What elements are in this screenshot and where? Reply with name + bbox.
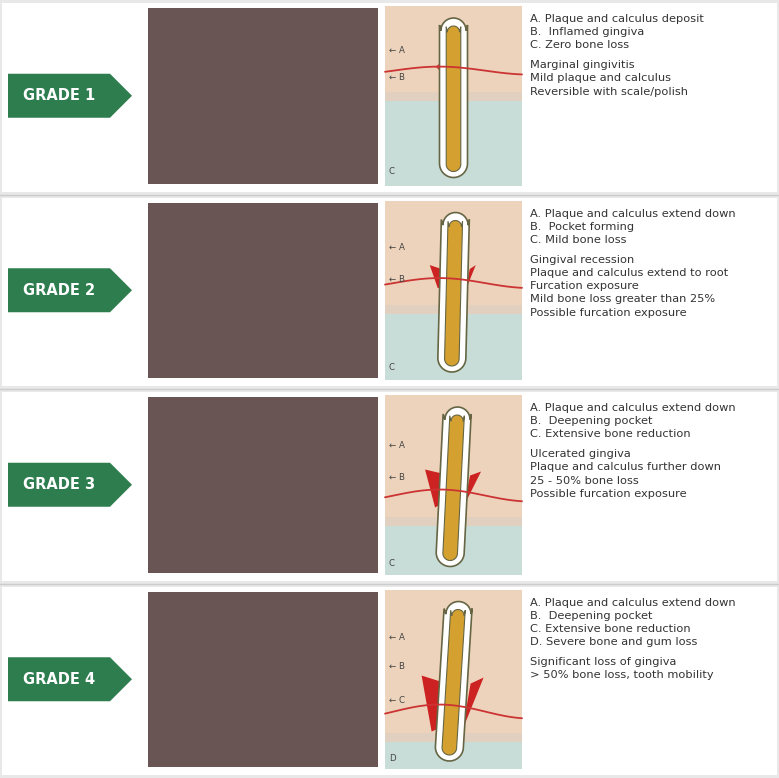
Text: C. Extensive bone reduction: C. Extensive bone reduction <box>530 624 691 634</box>
Bar <box>385 517 522 574</box>
Text: GRADE 3: GRADE 3 <box>23 477 95 492</box>
Text: A. Plaque and calculus extend down: A. Plaque and calculus extend down <box>530 209 735 219</box>
Text: Plaque and calculus further down: Plaque and calculus further down <box>530 462 721 472</box>
Bar <box>385 201 522 314</box>
Bar <box>385 590 522 769</box>
Polygon shape <box>445 220 463 366</box>
Bar <box>2 198 777 386</box>
Text: > 50% bone loss, tooth mobility: > 50% bone loss, tooth mobility <box>530 670 714 680</box>
Text: B.  Deepening pocket: B. Deepening pocket <box>530 611 653 621</box>
Text: Mild bone loss greater than 25%: Mild bone loss greater than 25% <box>530 294 715 304</box>
Text: B.  Inflamed gingiva: B. Inflamed gingiva <box>530 27 644 37</box>
Polygon shape <box>464 471 481 506</box>
Text: B.  Deepening pocket: B. Deepening pocket <box>530 416 653 426</box>
Text: Reversible with scale/polish: Reversible with scale/polish <box>530 86 688 96</box>
Text: C. Extensive bone reduction: C. Extensive bone reduction <box>530 429 691 440</box>
Polygon shape <box>443 415 464 560</box>
Polygon shape <box>446 26 461 171</box>
Text: Possible furcation exposure: Possible furcation exposure <box>530 489 686 499</box>
Polygon shape <box>425 469 442 507</box>
Text: 25 - 50% bone loss: 25 - 50% bone loss <box>530 475 639 485</box>
Text: GRADE 4: GRADE 4 <box>23 671 95 687</box>
Bar <box>2 3 777 191</box>
Bar <box>385 395 522 526</box>
Text: ← C: ← C <box>389 696 405 706</box>
Text: GRADE 1: GRADE 1 <box>23 88 95 103</box>
Polygon shape <box>438 212 469 372</box>
Bar <box>385 6 522 185</box>
Text: D. Severe bone and gum loss: D. Severe bone and gum loss <box>530 637 697 647</box>
Polygon shape <box>8 268 132 312</box>
Text: C. Zero bone loss: C. Zero bone loss <box>530 40 629 51</box>
Text: Plaque and calculus extend to root: Plaque and calculus extend to root <box>530 268 728 278</box>
Text: C: C <box>389 363 395 372</box>
Bar <box>385 590 522 742</box>
Text: ← A: ← A <box>389 633 405 643</box>
Bar <box>148 202 378 378</box>
Text: ← B: ← B <box>389 73 405 82</box>
Text: ← B: ← B <box>389 473 405 482</box>
Text: C: C <box>389 559 395 568</box>
Bar <box>148 591 378 767</box>
Polygon shape <box>466 265 476 290</box>
Polygon shape <box>421 675 441 731</box>
Polygon shape <box>442 609 465 755</box>
Polygon shape <box>8 657 132 701</box>
Text: Possible furcation exposure: Possible furcation exposure <box>530 307 686 317</box>
Text: ← B: ← B <box>389 275 405 284</box>
Text: ← A: ← A <box>389 441 405 450</box>
Text: C: C <box>389 166 395 176</box>
Bar <box>385 6 522 101</box>
Text: Mild plaque and calculus: Mild plaque and calculus <box>530 73 671 83</box>
Text: D: D <box>389 754 396 762</box>
Text: ← A: ← A <box>389 47 405 55</box>
Polygon shape <box>430 265 442 288</box>
Polygon shape <box>435 601 472 761</box>
Text: A. Plaque and calculus extend down: A. Plaque and calculus extend down <box>530 598 735 608</box>
Text: Significant loss of gingiva: Significant loss of gingiva <box>530 657 676 667</box>
Bar <box>148 397 378 573</box>
Text: ← A: ← A <box>389 243 405 251</box>
Text: C. Mild bone loss: C. Mild bone loss <box>530 235 626 245</box>
Bar <box>385 395 522 574</box>
Text: Ulcerated gingiva: Ulcerated gingiva <box>530 449 631 459</box>
Text: Marginal gingivitis: Marginal gingivitis <box>530 60 635 70</box>
Text: Furcation exposure: Furcation exposure <box>530 281 639 291</box>
Polygon shape <box>8 74 132 117</box>
Bar <box>385 733 522 769</box>
Text: A. Plaque and calculus deposit: A. Plaque and calculus deposit <box>530 14 704 24</box>
Text: A. Plaque and calculus extend down: A. Plaque and calculus extend down <box>530 403 735 413</box>
Text: B.  Pocket forming: B. Pocket forming <box>530 222 634 232</box>
Polygon shape <box>435 61 443 72</box>
Text: GRADE 2: GRADE 2 <box>23 282 95 298</box>
Text: ← B: ← B <box>389 662 405 671</box>
Polygon shape <box>8 463 132 506</box>
Bar <box>385 92 522 185</box>
Bar <box>385 201 522 380</box>
Polygon shape <box>436 407 471 566</box>
Bar <box>2 392 777 580</box>
Text: Gingival recession: Gingival recession <box>530 254 634 265</box>
Polygon shape <box>463 678 484 730</box>
Bar <box>385 305 522 380</box>
Polygon shape <box>439 18 467 177</box>
Bar <box>148 8 378 184</box>
Bar <box>2 587 777 775</box>
